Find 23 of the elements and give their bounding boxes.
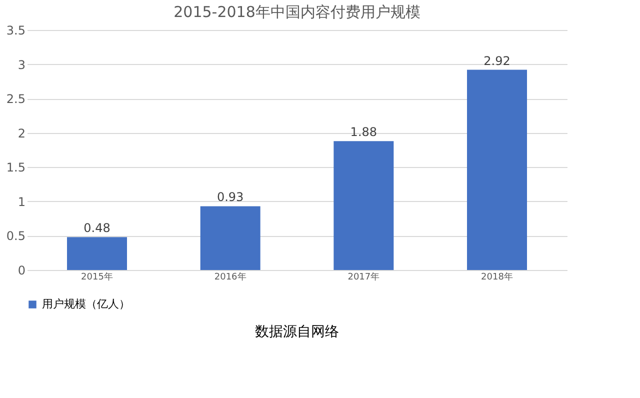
x-tick-label: 2015年 [81, 272, 113, 282]
data-label: 1.88 [350, 125, 378, 140]
x-tick-label: 2018年 [481, 272, 513, 282]
y-tick-label: 1.5 [6, 160, 26, 175]
y-tick-label: 2 [18, 126, 26, 140]
bar [334, 141, 394, 270]
y-tick-label: 0.5 [6, 229, 26, 244]
bar [200, 206, 260, 270]
text: 数据源自网络 [255, 324, 339, 340]
bar [467, 70, 527, 270]
y-tick-label: 0 [18, 264, 26, 278]
y-tick-label: 3.5 [6, 24, 26, 38]
data-label: 2.92 [484, 54, 510, 68]
bar [67, 237, 127, 270]
x-tick-label: 2016年 [214, 272, 246, 282]
y-tick-label: 3 [18, 58, 26, 72]
legend-label: 用户规模（亿人） [42, 298, 130, 310]
y-tick-label: 2.5 [6, 92, 26, 106]
data-label: 0.93 [216, 190, 244, 204]
chart-title: 2015-2018年中国内容付费用户规模 [174, 3, 420, 21]
x-tick-label: 2017年 [348, 272, 380, 282]
data-label: 0.48 [84, 221, 110, 236]
y-tick-label: 1 [18, 194, 26, 209]
